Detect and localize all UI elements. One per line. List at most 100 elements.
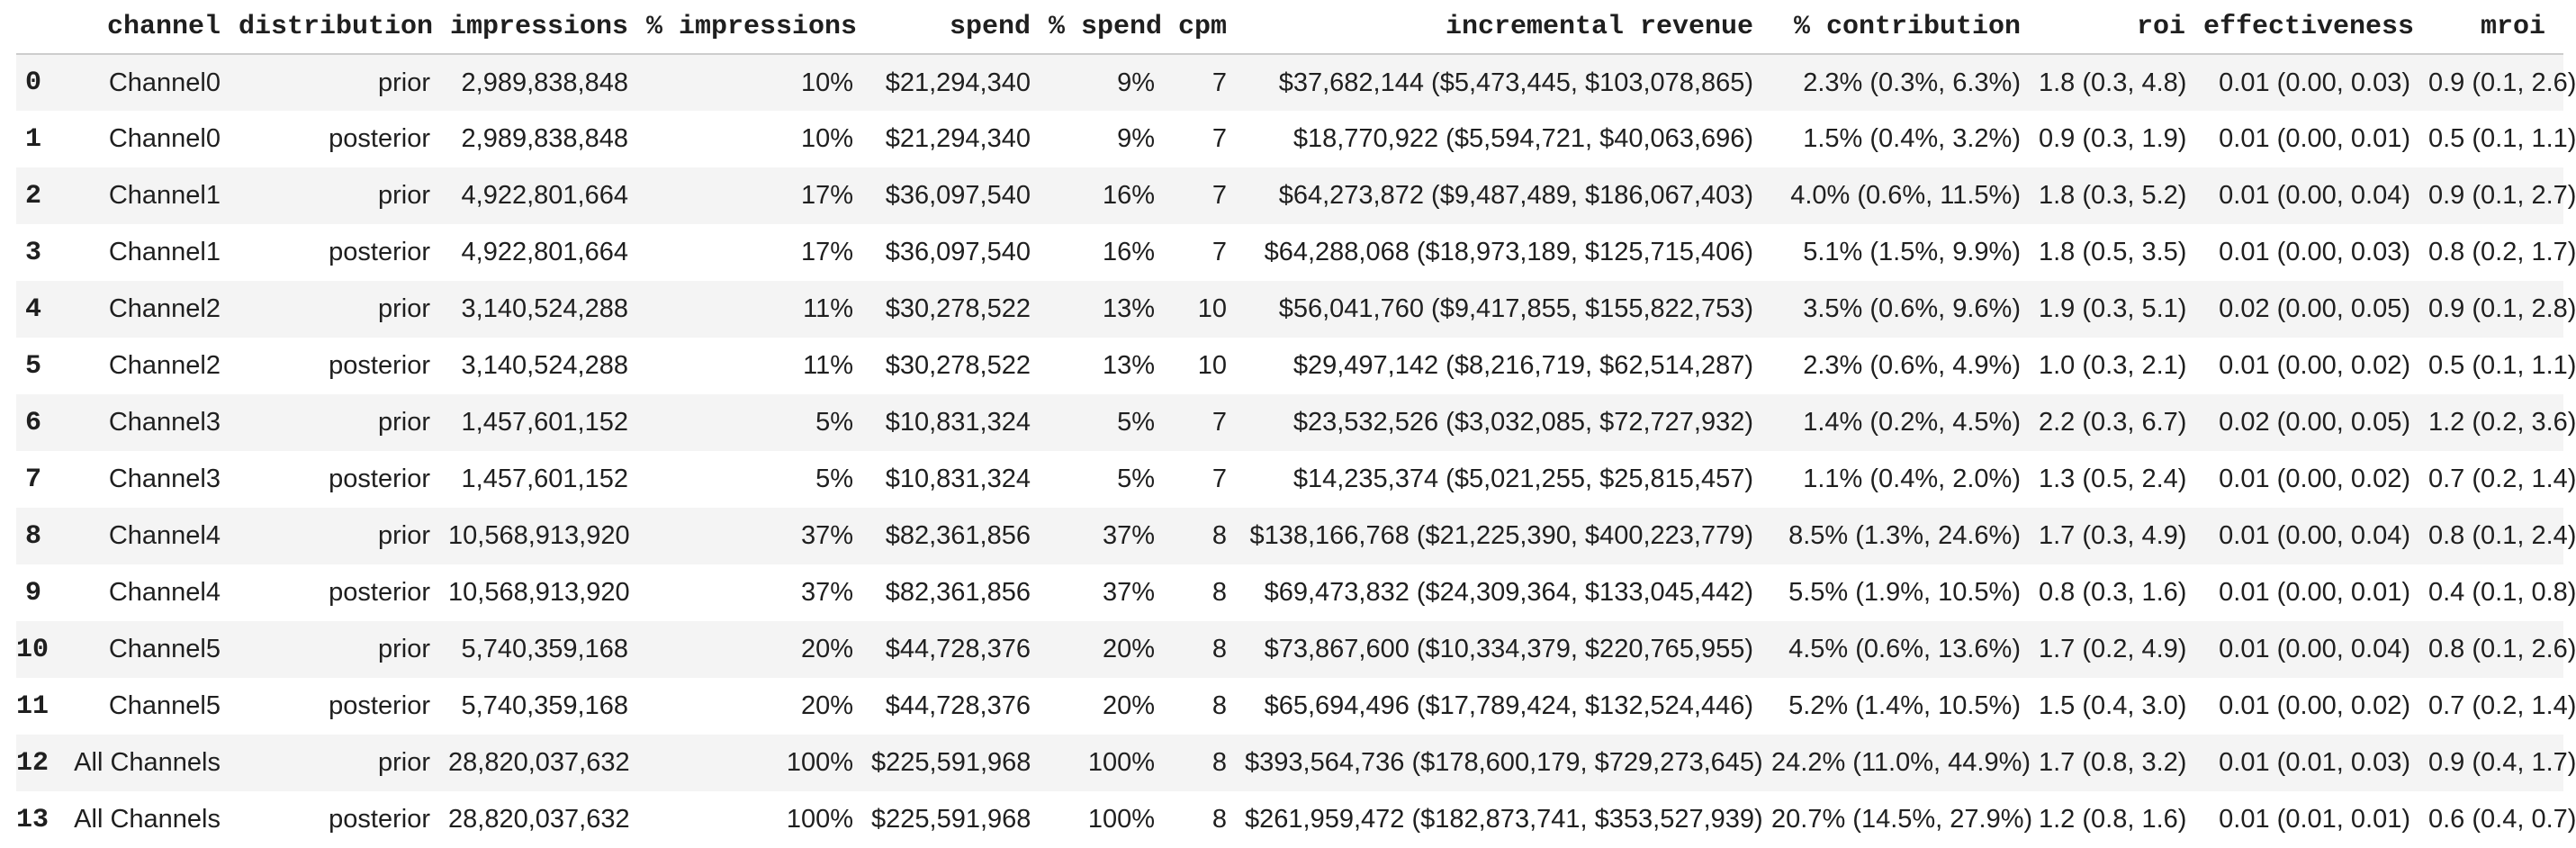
data-cell: $82,361,856 [871,508,1049,564]
data-cell: prior [239,735,448,791]
data-cell: 8 [1211,578,1227,607]
row-index-cell: 5 [24,350,41,382]
data-cell: 100% [1049,735,1173,791]
data-cell: 2.3% (0.3%, 6.3%) [1771,54,2039,111]
data-cell: 11% [803,351,853,380]
table-row: 5 Channel2 posterior 3,140,524,288 11% $30,27… [16,338,2576,394]
row-index-cell: 1 [24,123,41,155]
data-cell: Channel4 [108,578,221,607]
row-index-cell: 6 [16,394,59,451]
data-cell: 0.01 (0.01, 0.03) [2203,735,2428,791]
data-cell: Channel3 [59,394,239,451]
data-cell: 5% [1117,465,1155,493]
data-cell: Channel2 [59,281,239,338]
data-cell: 0.7 (0.2, 1.4) [2428,691,2576,720]
data-cell: 10% [800,124,853,153]
channel-summary-table: channel distribution impressions% impressi… [16,0,2576,848]
data-cell: 16% [1049,167,1173,224]
data-cell: 8 [1211,691,1227,720]
data-cell: 0.7 (0.2, 1.4) [2428,465,2576,493]
data-cell: 0.01 (0.00, 0.04) [2203,621,2428,678]
column-header: distribution [239,0,448,55]
data-cell: posterior [329,578,430,607]
data-cell: 0.8 (0.1, 2.6) [2428,621,2576,678]
data-cell: 1.5% (0.4%, 3.2%) [1803,124,2021,153]
data-cell: 8 [1173,735,1245,791]
data-cell: 1.5 (0.4, 3.0) [2039,691,2187,720]
table-row: 7 Channel3 posterior 1,457,601,152 5% $10,831… [16,451,2576,508]
data-cell: 0.01 (0.00, 0.02) [2219,465,2410,493]
data-cell: 10 [1173,281,1245,338]
data-cell: 0.9 (0.1, 2.8) [2428,281,2576,338]
data-cell: posterior [329,691,430,720]
data-cell: 2.3% (0.6%, 4.9%) [1803,351,2021,380]
data-cell: $44,728,376 [885,691,1031,720]
data-cell: $10,831,324 [885,465,1031,493]
data-cell: 0.01 (0.00, 0.02) [2219,691,2410,720]
column-header: impressions [448,0,646,55]
data-cell: prior [239,508,448,564]
data-cell: $82,361,856 [885,578,1031,607]
data-cell: 13% [1102,351,1155,380]
data-cell: 4.0% (0.6%, 11.5%) [1771,167,2039,224]
table-row: 2 Channel1 prior 4,922,801,664 17% $36,097,54… [16,167,2576,224]
data-cell: 28,820,037,632 [448,735,646,791]
data-cell: $10,831,324 [871,394,1049,451]
column-header: incremental revenue [1245,0,1771,55]
data-cell: 10,568,913,920 [448,508,646,564]
row-index-cell: 7 [24,464,41,495]
data-cell: 20% [1049,621,1173,678]
column-header: channel [59,0,239,55]
data-cell: 10,568,913,920 [448,578,630,607]
table-row: 4 Channel2 prior 3,140,524,288 11% $30,278,52… [16,281,2576,338]
data-cell: posterior [329,124,430,153]
data-cell: $21,294,340 [885,124,1031,153]
row-index-cell: 0 [16,54,59,111]
data-cell: $44,728,376 [871,621,1049,678]
data-cell: 11% [646,281,871,338]
row-index-cell: 8 [16,508,59,564]
data-cell: 10% [646,54,871,111]
data-cell: 8 [1173,508,1245,564]
data-cell: 0.01 (0.00, 0.01) [2219,578,2410,607]
data-cell: posterior [329,238,430,266]
data-cell: 9% [1117,124,1155,153]
column-header: % contribution [1771,0,2039,55]
data-cell: 37% [646,508,871,564]
table-row: 8 Channel4 prior 10,568,913,920 37% $82,361,8… [16,508,2576,564]
data-cell: 100% [786,805,853,834]
data-cell: 0.9 (0.1, 2.6) [2428,54,2576,111]
row-index-cell: 9 [24,577,41,609]
data-cell: 0.6 (0.4, 0.7) [2428,805,2576,834]
data-cell: 0.01 (0.00, 0.04) [2203,167,2428,224]
data-cell: 1,457,601,152 [448,394,646,451]
data-cell: posterior [329,805,430,834]
data-cell: 1.7 (0.2, 4.9) [2039,621,2203,678]
data-cell: 3.5% (0.6%, 9.6%) [1771,281,2039,338]
data-cell: 4,922,801,664 [448,167,646,224]
data-cell: $21,294,340 [871,54,1049,111]
data-cell: $64,288,068 ($18,973,189, $125,715,406) [1264,238,1753,266]
data-cell: 1.2 (0.2, 3.6) [2428,394,2576,451]
data-cell: Channel2 [108,351,221,380]
data-cell: $36,097,540 [871,167,1049,224]
data-cell: 0.02 (0.00, 0.05) [2203,394,2428,451]
data-cell: prior [239,394,448,451]
data-cell: $65,694,496 ($17,789,424, $132,524,446) [1264,691,1753,720]
data-cell: Channel5 [59,621,239,678]
data-cell: 0.8 (0.2, 1.7) [2428,238,2576,266]
column-header: effectiveness [2203,0,2428,55]
data-cell: $37,682,144 ($5,473,445, $103,078,865) [1245,54,1771,111]
data-cell: $261,959,472 ($182,873,741, $353,527,939… [1245,805,1763,834]
data-cell: Channel4 [59,508,239,564]
data-cell: $138,166,768 ($21,225,390, $400,223,779) [1245,508,1771,564]
data-cell: 100% [1087,805,1155,834]
table-row: 13 All Channels posterior 28,820,037,632 100… [16,791,2576,848]
data-cell: 1.8 (0.5, 3.5) [2039,238,2187,266]
data-cell: 1.2 (0.8, 1.6) [2039,805,2187,834]
row-index-cell: 4 [16,281,59,338]
data-cell: 0.5 (0.1, 1.1) [2428,351,2576,380]
column-header: % spend [1049,0,1173,55]
data-cell: 1.4% (0.2%, 4.5%) [1771,394,2039,451]
data-cell: posterior [329,465,430,493]
